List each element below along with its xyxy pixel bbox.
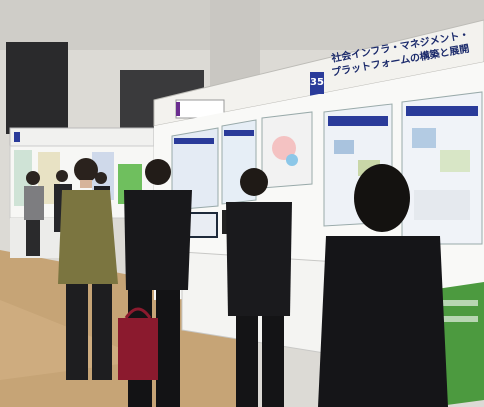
person-left-2-head xyxy=(56,170,68,182)
poster-center-3-diagram xyxy=(272,136,296,160)
person-suit-coat xyxy=(124,190,192,290)
left-booth-header xyxy=(9,127,155,147)
person-far-left xyxy=(24,171,44,256)
poster-right-1-title xyxy=(328,116,388,126)
person-center-head xyxy=(240,168,268,196)
person-suit-red-bag xyxy=(118,159,192,407)
poster-right-2-title xyxy=(406,106,478,116)
booth-number: 35 xyxy=(310,72,324,94)
person-far-left-body xyxy=(24,186,44,220)
person-olive-jacket-coat xyxy=(58,190,118,284)
poster-center-2-title xyxy=(224,130,254,136)
green-panel-text-2 xyxy=(438,316,478,322)
person-center-leg-left xyxy=(236,316,258,407)
person-suit-leg-right xyxy=(156,290,180,407)
left-booth-number-tag xyxy=(14,132,20,142)
red-bag-handle xyxy=(124,307,152,319)
person-olive-jacket-leg-left xyxy=(66,284,88,380)
person-right-foreground xyxy=(318,164,448,407)
person-far-left-head xyxy=(26,171,40,185)
red-shopping-bag xyxy=(118,318,158,380)
person-center-leg-right xyxy=(262,316,284,407)
green-panel-text-1 xyxy=(438,300,478,306)
poster-right-1-image-1 xyxy=(334,140,354,154)
person-suit-head xyxy=(145,159,171,185)
person-right-coat xyxy=(318,236,448,407)
person-olive-jacket-head xyxy=(74,158,98,182)
poster-center-1 xyxy=(171,127,219,211)
poster-right-2-image-2 xyxy=(440,150,470,172)
person-olive-jacket xyxy=(58,158,118,380)
person-far-left-legs xyxy=(26,220,40,256)
person-left-3-head xyxy=(95,172,107,184)
sub-booth-sign-accent xyxy=(176,102,180,116)
person-right-head xyxy=(354,164,410,232)
poster-center-3-dot xyxy=(286,154,298,166)
dark-doorway-left xyxy=(6,42,68,134)
poster-center-1-title xyxy=(174,138,214,144)
person-olive-jacket-leg-right xyxy=(92,284,112,380)
person-olive-jacket-neck xyxy=(80,180,92,188)
person-center-suit xyxy=(226,168,292,407)
monitor-screen xyxy=(186,214,216,236)
person-center-coat xyxy=(226,202,292,316)
poster-right-2-image-1 xyxy=(412,128,436,148)
poster-right-2-text-block xyxy=(414,190,470,220)
